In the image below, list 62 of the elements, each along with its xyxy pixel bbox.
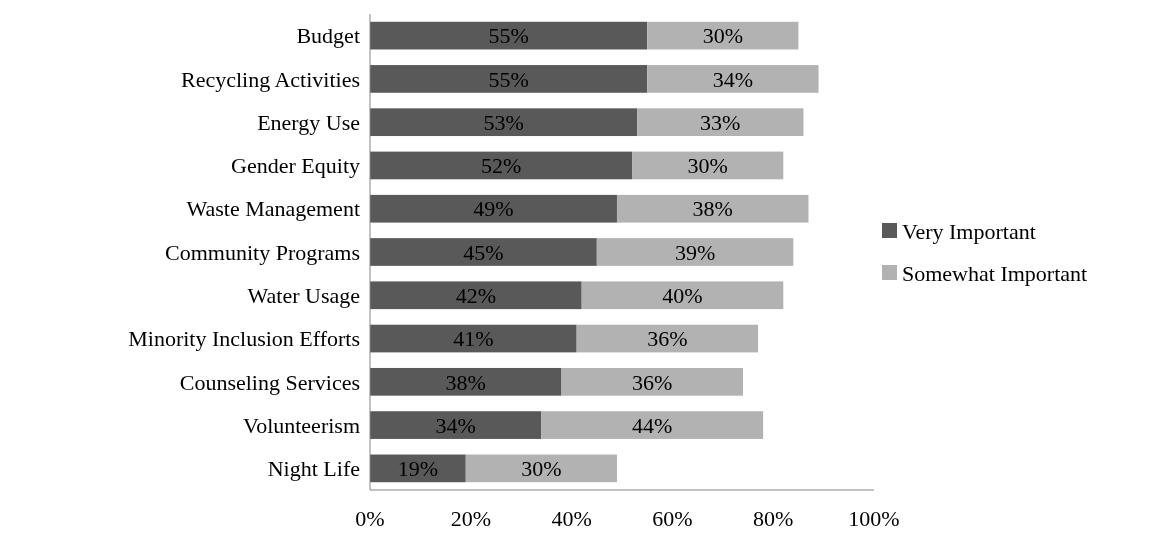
bar — [581, 281, 784, 310]
bar — [370, 65, 648, 93]
bar — [637, 108, 804, 137]
data-label: 55% — [488, 66, 529, 92]
bar — [370, 151, 633, 180]
x-tick-label: 20% — [450, 506, 491, 531]
y-tick-label: Minority Inclusion Efforts — [128, 326, 360, 352]
y-tick-label: Energy Use — [257, 109, 360, 135]
y-tick-label: Budget — [296, 23, 360, 49]
bar — [370, 238, 597, 266]
y-tick-label: Water Usage — [247, 282, 360, 308]
bar — [370, 108, 638, 137]
x-tick-label: 80% — [753, 506, 794, 531]
data-label: 34% — [435, 412, 476, 438]
bar — [647, 21, 799, 50]
bar — [370, 194, 617, 223]
data-label: 55% — [488, 23, 529, 49]
data-label: 53% — [483, 109, 524, 135]
y-tick-label: Gender Equity — [231, 153, 360, 179]
y-tick-label: Community Programs — [165, 239, 360, 265]
data-label: 33% — [700, 109, 741, 135]
bar — [616, 194, 809, 223]
data-label: 36% — [647, 326, 688, 352]
legend-label: Somewhat Important — [902, 260, 1088, 286]
bar — [370, 281, 582, 310]
data-label: 30% — [702, 23, 743, 49]
data-label: 39% — [674, 239, 716, 265]
y-tick-label: Volunteerism — [243, 412, 360, 438]
bar — [596, 238, 794, 266]
data-label: 44% — [632, 412, 673, 438]
bar — [465, 454, 617, 483]
data-label: 38% — [445, 369, 486, 395]
x-tick-label: 100% — [848, 506, 900, 531]
y-tick-label: Night Life — [267, 456, 360, 482]
y-tick-label: Waste Management — [186, 196, 360, 222]
data-label: 30% — [687, 153, 728, 179]
bar — [561, 367, 743, 396]
bar — [370, 21, 648, 50]
data-label: 45% — [463, 239, 504, 265]
bar — [370, 367, 562, 396]
bar — [632, 151, 784, 180]
bar — [370, 411, 542, 439]
bar — [647, 65, 819, 93]
data-label: 40% — [662, 282, 703, 308]
data-label: 19% — [397, 456, 439, 482]
legend-label: Very Important — [902, 218, 1036, 244]
y-tick-label: Recycling Activities — [180, 66, 360, 92]
bar — [576, 324, 759, 353]
data-label: 30% — [521, 456, 562, 482]
data-label: 49% — [473, 196, 514, 222]
x-tick-label: 0% — [355, 506, 385, 531]
data-label: 38% — [692, 196, 733, 222]
data-label: 36% — [632, 369, 673, 395]
data-label: 41% — [453, 326, 494, 352]
bar — [370, 324, 577, 353]
x-tick-label: 40% — [551, 506, 592, 531]
y-tick-label: Counseling Services — [179, 369, 360, 395]
data-label: 42% — [455, 282, 496, 308]
x-tick-label: 60% — [652, 506, 693, 531]
data-label: 34% — [712, 66, 754, 92]
data-label: 52% — [480, 153, 522, 179]
bar — [541, 411, 764, 439]
